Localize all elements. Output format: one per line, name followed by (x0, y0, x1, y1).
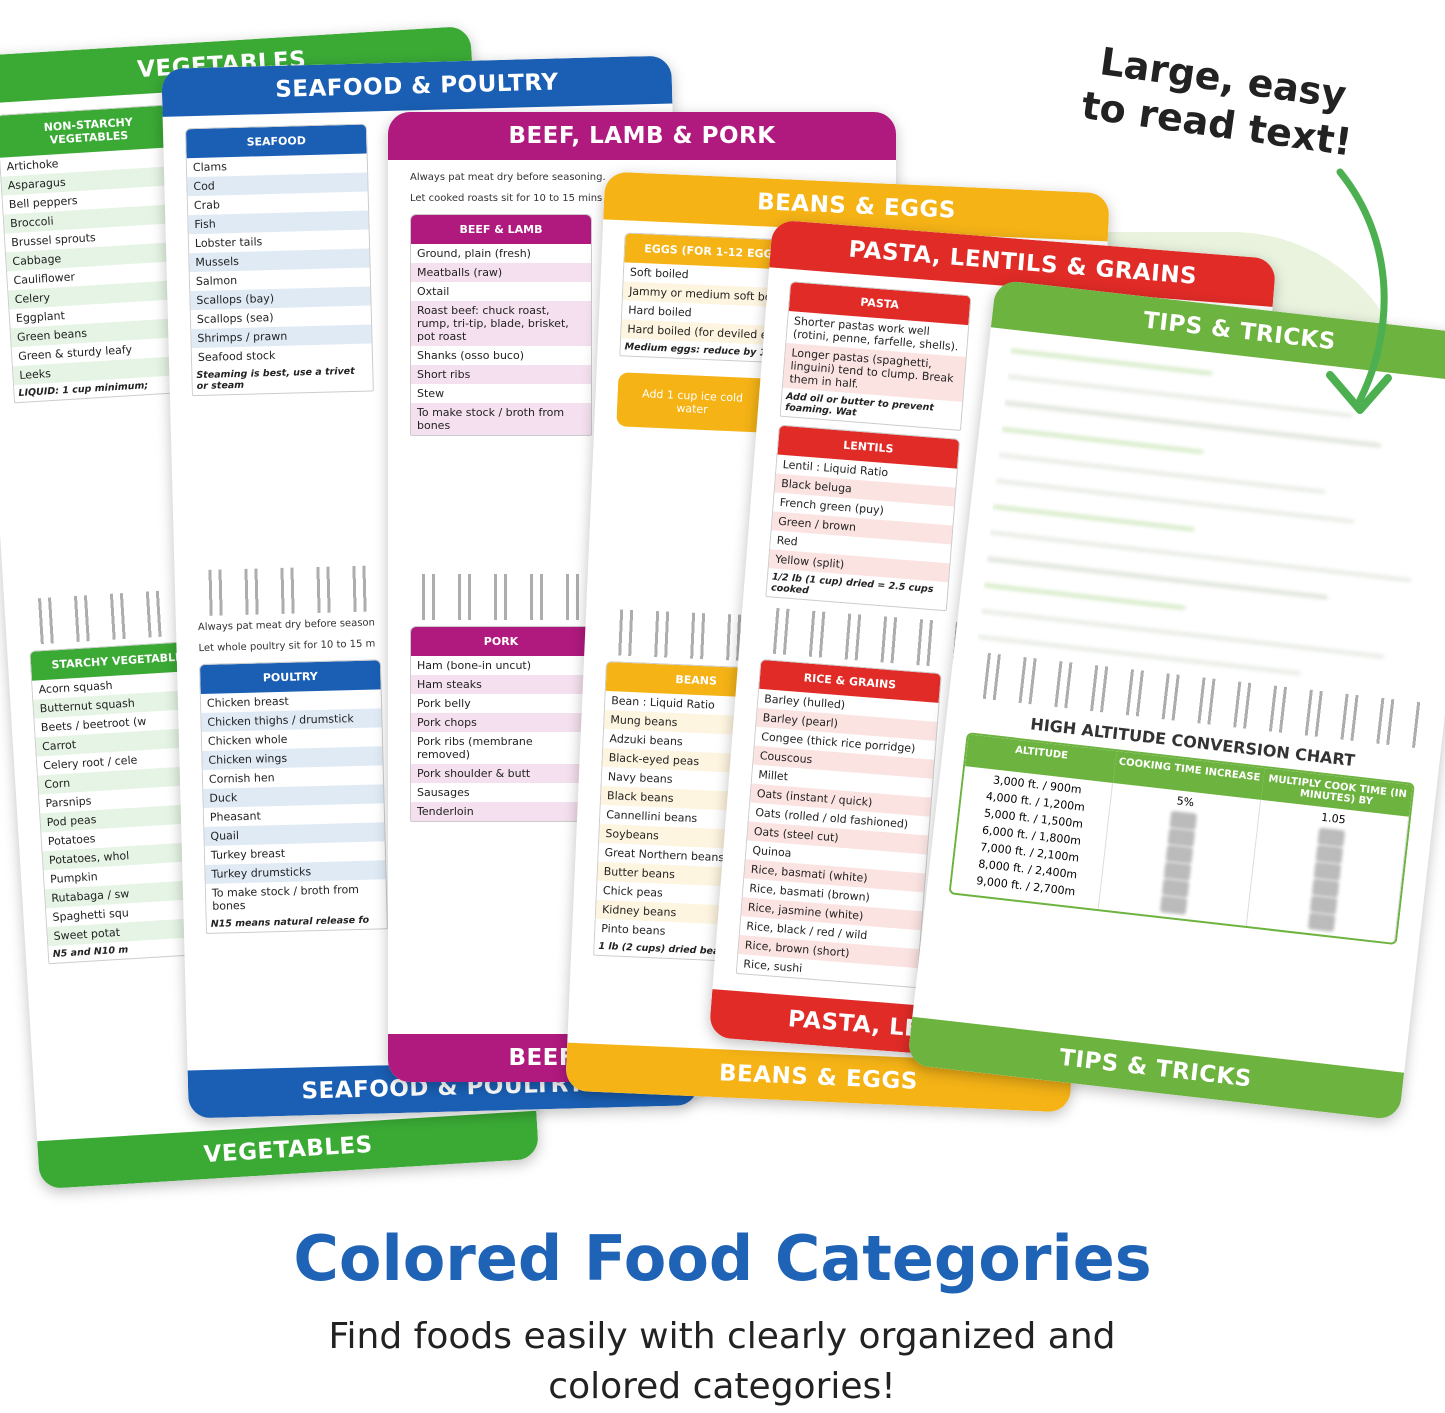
category-section: POULTRY Chicken breast Chicken thighs / dr… (198, 659, 388, 934)
section-title: BEEF & LAMB (411, 215, 591, 244)
food-item: Oxtail (417, 285, 450, 298)
blurred-text (992, 505, 1195, 531)
food-item: Pork ribs (membrane removed) (417, 735, 533, 761)
tip-callout: Add 1 cup ice cold water (616, 372, 769, 433)
food-item: Sausages (417, 786, 470, 799)
card-title: BEEF, LAMB & PORK (388, 112, 896, 160)
food-item: Ham (bone-in uncut) (417, 659, 532, 672)
category-section: SEAFOOD Clams Cod Crab Fish Lobster tails Muss… (184, 123, 374, 397)
callout-text: Large, easy to read text! (1079, 39, 1355, 165)
blurred-value (1159, 895, 1188, 916)
altitude-column: 3,000 ft. / 900m 4,000 ft. / 1,200m 5,000 … (950, 766, 1114, 910)
food-item: Pork belly (417, 697, 471, 710)
food-item: Pork chops (411, 713, 591, 732)
intro-line: Always pat meat dry before seasoning. (410, 172, 606, 183)
callout-arrow (1326, 168, 1392, 414)
category-section: BEEF & LAMB Ground, plain (fresh) Meatball… (410, 214, 592, 436)
card-bottom: PORK Ham (bone-in uncut) Ham steaks Pork be… (410, 626, 874, 1022)
section-note: N15 means natural release fo (210, 914, 370, 930)
food-item: Ground, plain (fresh) (417, 247, 531, 260)
section-title: PORK (411, 627, 591, 656)
food-item: To make stock / broth from bones (211, 882, 360, 913)
food-item: Ham steaks (411, 675, 591, 694)
card-body: HIGH ALTITUDE CONVERSION CHART ALTITUDE CO… (912, 327, 1445, 1073)
blurred-text (995, 479, 1355, 523)
food-item: Shanks (osso buco) (417, 349, 524, 362)
conversion-chart: HIGH ALTITUDE CONVERSION CHART ALTITUDE CO… (948, 707, 1417, 946)
category-section: PASTA Shorter pastas work well (rotini, p… (779, 280, 972, 431)
headline: Colored Food Categories (293, 1222, 1152, 1295)
intro-line: Let cooked roasts sit for 10 to 15 mins … (410, 193, 618, 204)
blurred-text (1001, 427, 1204, 453)
section-title: SEAFOOD (185, 124, 367, 159)
section-title: POULTRY (199, 660, 381, 695)
food-item: Pork shoulder & butt (411, 764, 591, 783)
blurred-text (1010, 349, 1213, 375)
category-section: PORK Ham (bone-in uncut) Ham steaks Pork be… (410, 626, 592, 822)
food-item: Meatballs (raw) (411, 263, 591, 282)
increase-column: 5% (1098, 782, 1262, 927)
blurred-text (983, 583, 1186, 609)
blurred-text (989, 531, 1411, 582)
food-item: Roast beef: chuck roast, rump, tri-tip, … (411, 301, 591, 346)
food-item: Tenderloin (411, 802, 591, 821)
card-top: Always pat meat dry before seasoning. Let… (410, 172, 874, 568)
food-item: Stew (417, 387, 445, 400)
subtitle: Find foods easily with clearly organized… (328, 1316, 1116, 1407)
card-bottom: HIGH ALTITUDE CONVERSION CHART ALTITUDE CO… (936, 703, 1419, 1058)
category-section: LENTILS Lentil : Liquid Ratio Black beluga… (765, 424, 961, 612)
multiply-column: 1.05 (1246, 799, 1410, 943)
section-note: Steaming is best, use a trivet or steam (196, 365, 355, 393)
blurred-value (1307, 912, 1336, 932)
category-section: RICE & GRAINS Barley (hulled) Barley (pear… (735, 658, 942, 989)
food-item: Short ribs (411, 365, 591, 384)
food-item: To make stock / broth from bones (411, 403, 591, 435)
blurred-text (980, 609, 1385, 658)
